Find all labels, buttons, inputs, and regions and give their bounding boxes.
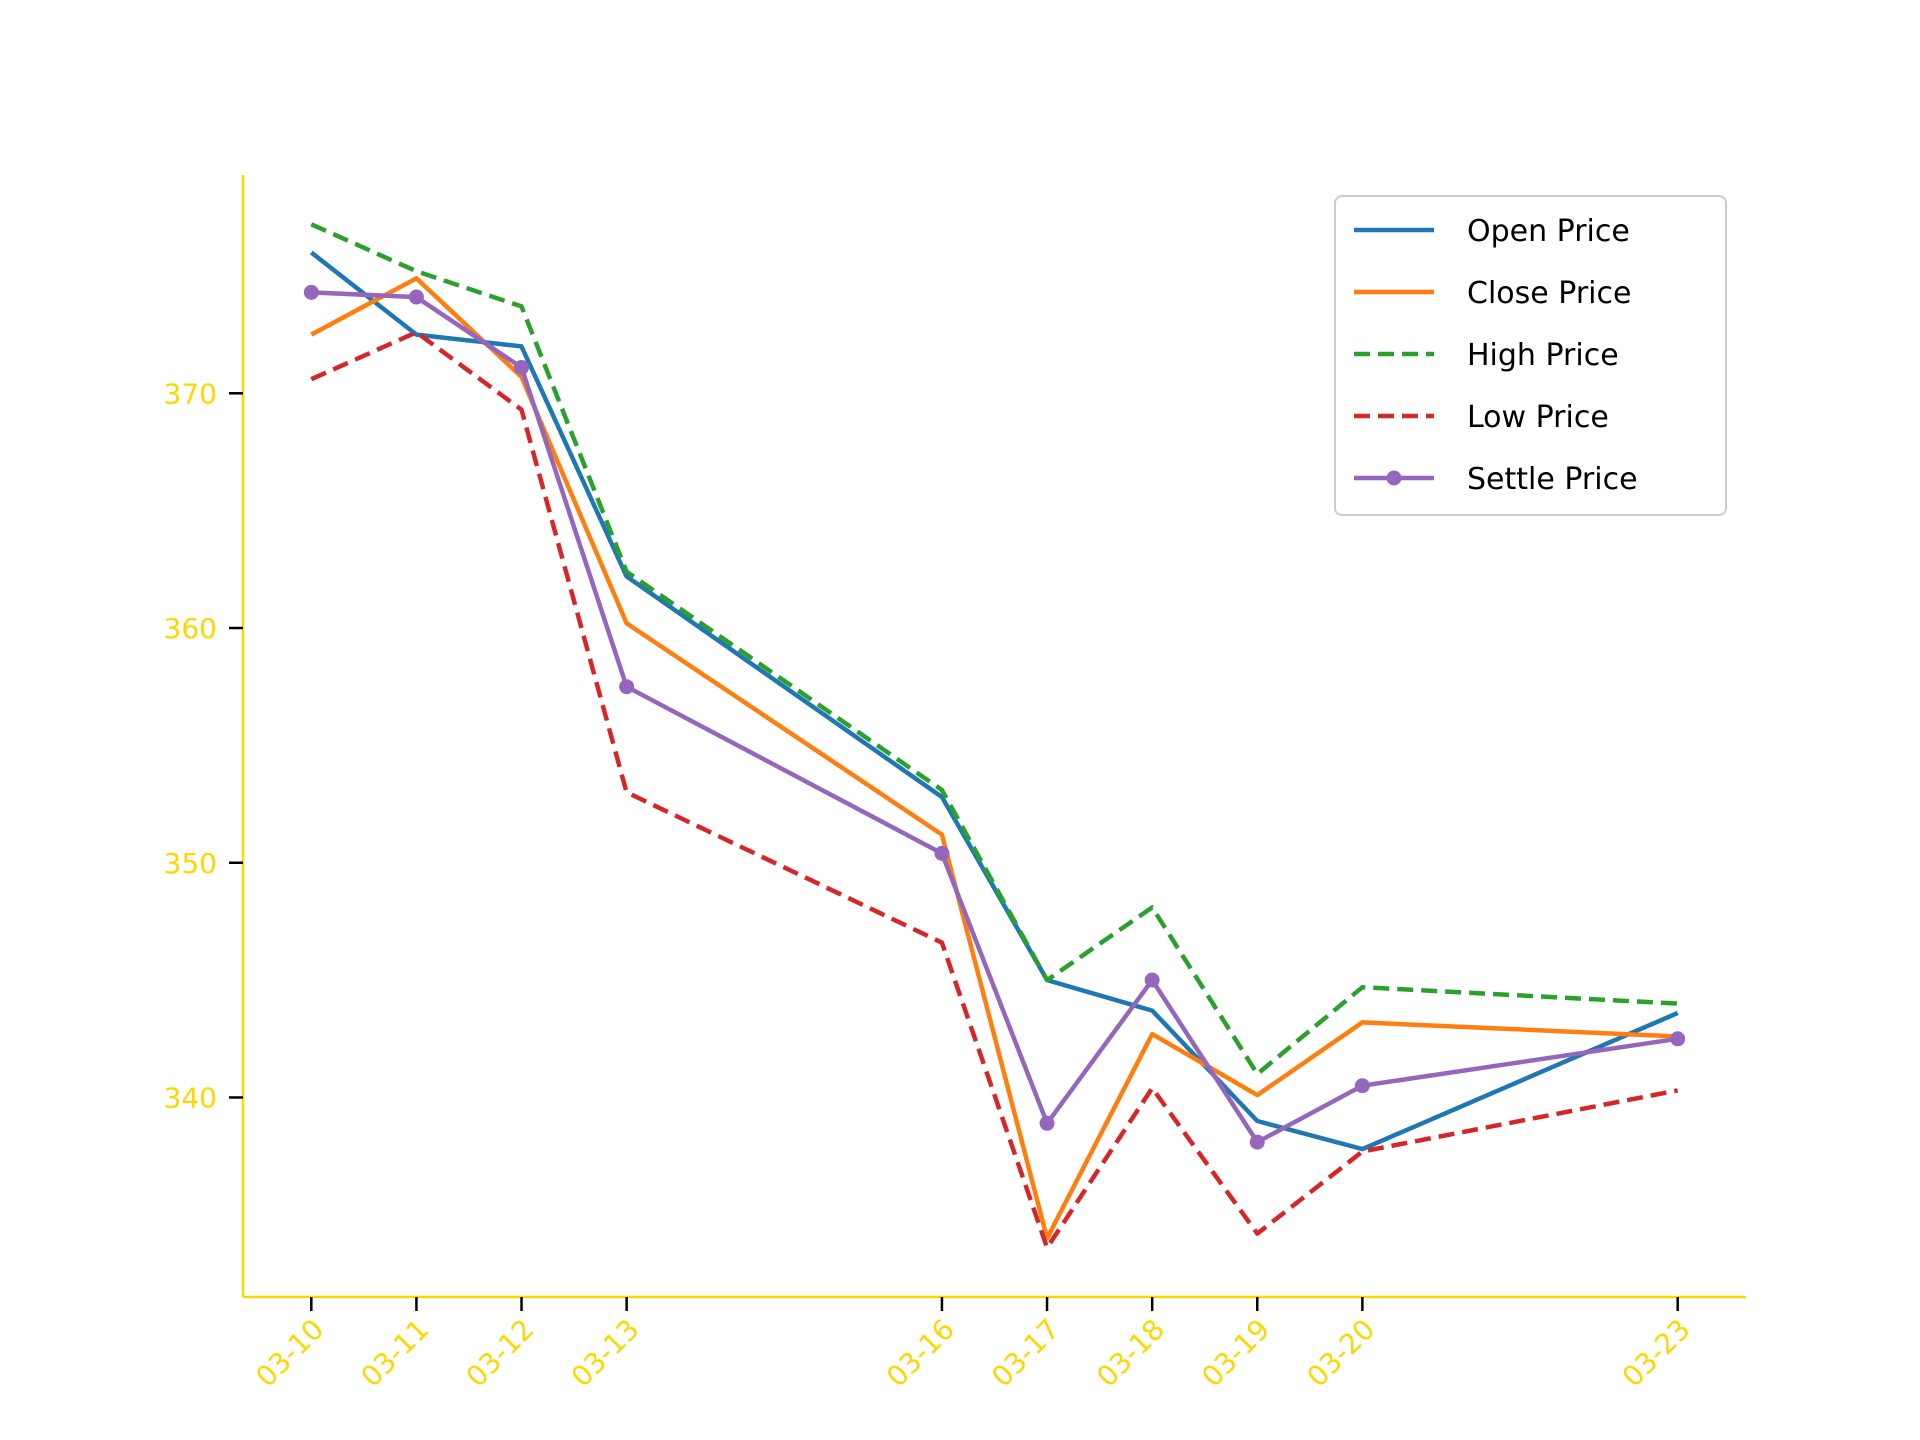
x-tick-label: 03-20	[1300, 1313, 1381, 1394]
legend: Open Price Close Price High Price Low Price…	[1334, 195, 1727, 516]
x-tick-label: 03-19	[1195, 1313, 1276, 1394]
legend-label-settle-price: Settle Price	[1467, 462, 1638, 497]
close-price-line	[310, 276, 1678, 1241]
settle-price-point	[934, 845, 950, 861]
legend-label-close-price: Close Price	[1467, 276, 1631, 311]
chart-axes	[241, 175, 1746, 1299]
y-ticks: 340 350 360 370	[164, 377, 243, 1114]
legend-label-high-price: High Price	[1467, 338, 1619, 373]
low-price-line	[310, 330, 1679, 1250]
x-ticks: 03-10 03-11 03-12 03-13 03-16 03-17 03-18 03-19…	[249, 1297, 1697, 1394]
settle-price-point	[514, 359, 530, 375]
settle-price-point	[1249, 1134, 1265, 1150]
legend-label-open-price: Open Price	[1467, 214, 1630, 249]
x-tick-label: 03-18	[1090, 1313, 1171, 1394]
y-tick-label: 350	[164, 847, 217, 880]
x-tick-label: 03-13	[565, 1313, 646, 1394]
legend-label-low-price: Low Price	[1467, 400, 1609, 435]
settle-price-point	[303, 284, 319, 300]
high-price-line	[310, 222, 1678, 1077]
legend-box	[1334, 195, 1727, 516]
x-tick-label: 03-16	[880, 1313, 961, 1394]
y-tick-label: 360	[164, 612, 217, 645]
y-tick-label: 370	[164, 377, 217, 410]
y-tick-label: 340	[164, 1081, 217, 1114]
x-tick-label: 03-17	[985, 1313, 1066, 1394]
legend-items: Open Price Close Price High Price Low Price…	[1354, 214, 1638, 497]
open-price-line	[309, 250, 1679, 1152]
x-tick-label: 03-23	[1616, 1313, 1697, 1394]
settle-price-point	[408, 289, 424, 305]
x-tick-label: 03-10	[249, 1313, 330, 1394]
settle-price-point	[1354, 1078, 1370, 1094]
series-layer	[303, 222, 1686, 1250]
settle-price-point	[1144, 972, 1160, 988]
x-tick-label: 03-11	[354, 1313, 435, 1394]
legend-marker-settle-price	[1386, 470, 1402, 486]
x-tick-label: 03-12	[460, 1313, 541, 1394]
settle-price-point	[1039, 1115, 1055, 1131]
settle-price-point	[1670, 1031, 1686, 1047]
settle-price-line	[311, 290, 1679, 1145]
settle-price-point	[619, 679, 635, 695]
